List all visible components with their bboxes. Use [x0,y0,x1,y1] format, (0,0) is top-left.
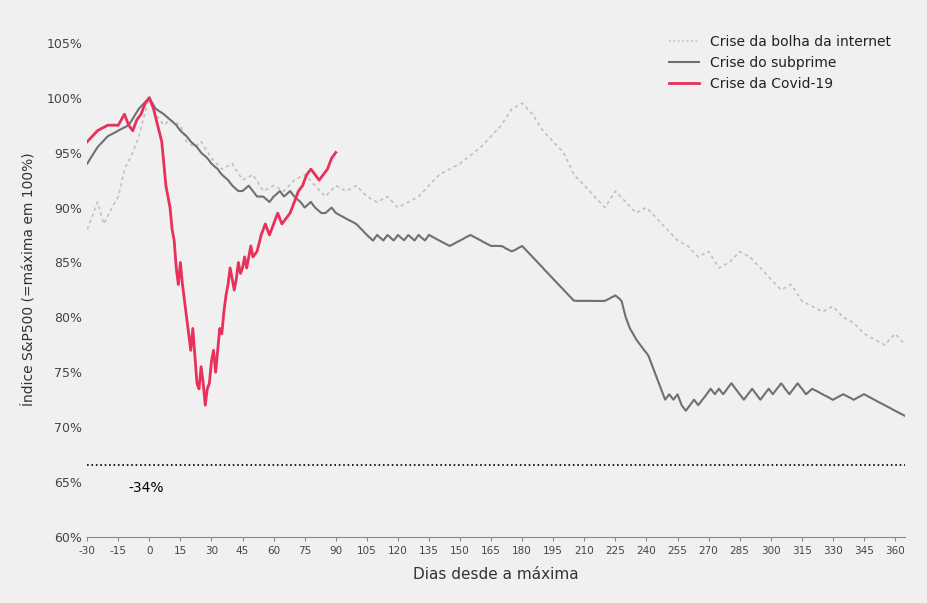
Crise da Covid-19 [318,171,329,178]
Crise da bolha da internet [144,94,155,101]
Crise da Covid-19 [330,149,341,156]
Crise da bolha da internet [362,193,373,200]
Crise do subprime [135,103,146,110]
Crise da bolha da internet [780,284,791,291]
Crise da bolha da internet [879,341,890,349]
Crise da Covid-19 [189,352,200,359]
Crise do subprime [883,403,895,411]
Crise do subprime [382,232,393,239]
Line: Crise da Covid-19: Crise da Covid-19 [87,98,336,405]
Crise do subprime [780,385,791,393]
Crise da bolha da internet [674,238,685,245]
Crise do subprime [82,160,93,167]
Legend: Crise da bolha da internet, Crise do subprime, Crise da Covid-19: Crise da bolha da internet, Crise do sub… [662,28,898,98]
Crise do subprime [144,94,155,101]
Crise da Covid-19 [107,122,118,129]
Crise da bolha da internet [82,226,93,233]
Crise da bolha da internet [885,335,896,342]
Line: Crise do subprime: Crise do subprime [87,98,906,416]
Crise do subprime [674,396,685,403]
Crise da Covid-19 [140,99,151,107]
Crise do subprime [900,412,911,420]
X-axis label: Dias desde a máxima: Dias desde a máxima [413,567,579,582]
Crise da bolha da internet [900,341,911,349]
Crise da Covid-19 [144,94,155,101]
Crise da Covid-19 [199,402,210,409]
Crise do subprime [362,232,373,239]
Line: Crise da bolha da internet: Crise da bolha da internet [87,98,906,345]
Crise da bolha da internet [135,124,146,131]
Y-axis label: Índice S&P500 (=máxima em 100%): Índice S&P500 (=máxima em 100%) [20,152,35,406]
Crise da bolha da internet [382,193,393,200]
Crise da Covid-19 [82,138,93,145]
Crise da Covid-19 [254,239,265,247]
Crise da Covid-19 [241,264,252,271]
Text: -34%: -34% [129,481,164,495]
